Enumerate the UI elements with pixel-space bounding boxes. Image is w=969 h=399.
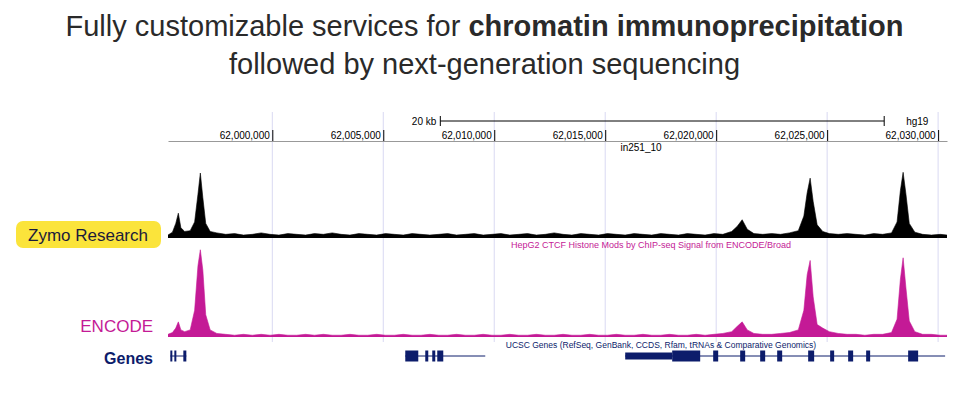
tick-mark <box>827 130 828 141</box>
tick-mark <box>605 130 606 141</box>
scale-bar-line <box>440 121 884 122</box>
track-plot <box>168 250 947 337</box>
series-label: ENCODE <box>80 317 153 336</box>
tick-mark <box>383 130 384 141</box>
title-line: Fully customizable services for chromati… <box>66 10 904 42</box>
tick-label: 62,020,000 <box>664 130 714 141</box>
genes-label: Genes <box>104 350 153 367</box>
tick: 62,015,000 <box>553 130 606 141</box>
tick-label: 62,025,000 <box>775 130 825 141</box>
x-axis: 62,000,000 62,005,000 62,010,000 62,015,000… <box>169 130 948 142</box>
title-segment: chromatin immunoprecipitation <box>468 10 903 42</box>
legend-item: Zymo Research <box>16 221 161 248</box>
gene-exon <box>866 351 870 362</box>
tick: 62,010,000 <box>442 130 495 141</box>
assembly-label: hg19 <box>906 116 929 127</box>
grid-line <box>938 112 939 342</box>
tick-label: 62,015,000 <box>553 130 603 141</box>
tick: 62,005,000 <box>331 130 384 141</box>
gene-exon <box>713 351 718 362</box>
chart: Fully customizable services for chromati… <box>0 0 969 399</box>
title-line: followed by next-generation sequencing <box>229 48 740 80</box>
scale-bar-label: 20 kb <box>412 116 437 127</box>
tick: 62,025,000 <box>775 130 828 141</box>
title-segment: Fully customizable services for <box>66 10 469 42</box>
gene-exon <box>174 351 176 362</box>
grid-line <box>383 112 384 342</box>
gene-exon <box>777 351 782 362</box>
tick-label: 62,010,000 <box>442 130 492 141</box>
tick-label: 62,030,000 <box>886 130 936 141</box>
gene-exon <box>808 351 814 362</box>
tick: 62,030,000 <box>886 130 939 141</box>
tick-label: 62,005,000 <box>331 130 381 141</box>
gene-exon <box>183 351 186 362</box>
tick-mark <box>272 130 273 141</box>
gene-exon <box>425 351 428 362</box>
grid-line <box>605 112 606 342</box>
scale-bar-cap <box>440 116 441 126</box>
gene-utr <box>625 353 672 360</box>
tick-mark <box>938 130 939 141</box>
scale-bar-cap <box>884 116 885 126</box>
grid <box>272 112 938 342</box>
tick: 62,020,000 <box>664 130 717 141</box>
axis-line <box>169 141 948 142</box>
label-highlight <box>16 221 161 248</box>
grid-line <box>827 112 828 342</box>
gene-exon <box>760 351 765 362</box>
series-label: Zymo Research <box>28 226 148 245</box>
gene-exon <box>830 351 834 362</box>
signal-area <box>168 250 947 337</box>
tick-mark <box>494 130 495 141</box>
grid-line <box>272 112 273 342</box>
track-plot <box>168 172 947 238</box>
grid-line <box>494 112 495 342</box>
gene-exon <box>170 351 172 362</box>
signal-area <box>168 172 947 238</box>
tick-mark <box>716 130 717 141</box>
title: Fully customizable services for chromati… <box>66 10 904 80</box>
gene-exon <box>848 351 853 362</box>
gene-exon <box>432 351 435 362</box>
gene-exon <box>908 351 918 362</box>
tick-label: 62,000,000 <box>220 130 270 141</box>
gene-exon <box>437 351 443 362</box>
gene-exon <box>405 351 418 362</box>
title-segment: followed by next-generation sequencing <box>229 48 740 80</box>
track-title: in251_10 <box>620 142 662 153</box>
tick: 62,000,000 <box>220 130 273 141</box>
gene-exon <box>672 351 700 362</box>
genes-title: UCSC Genes (RefSeq, GenBank, CCDS, Rfam,… <box>506 340 817 350</box>
grid-line <box>716 112 717 342</box>
gene-exon <box>740 351 745 362</box>
scale-bar: 20 kb hg19 <box>412 116 929 127</box>
genes-plot <box>170 351 945 362</box>
track-title: HepG2 CTCF Histone Mods by ChIP-seq Sign… <box>511 240 791 250</box>
